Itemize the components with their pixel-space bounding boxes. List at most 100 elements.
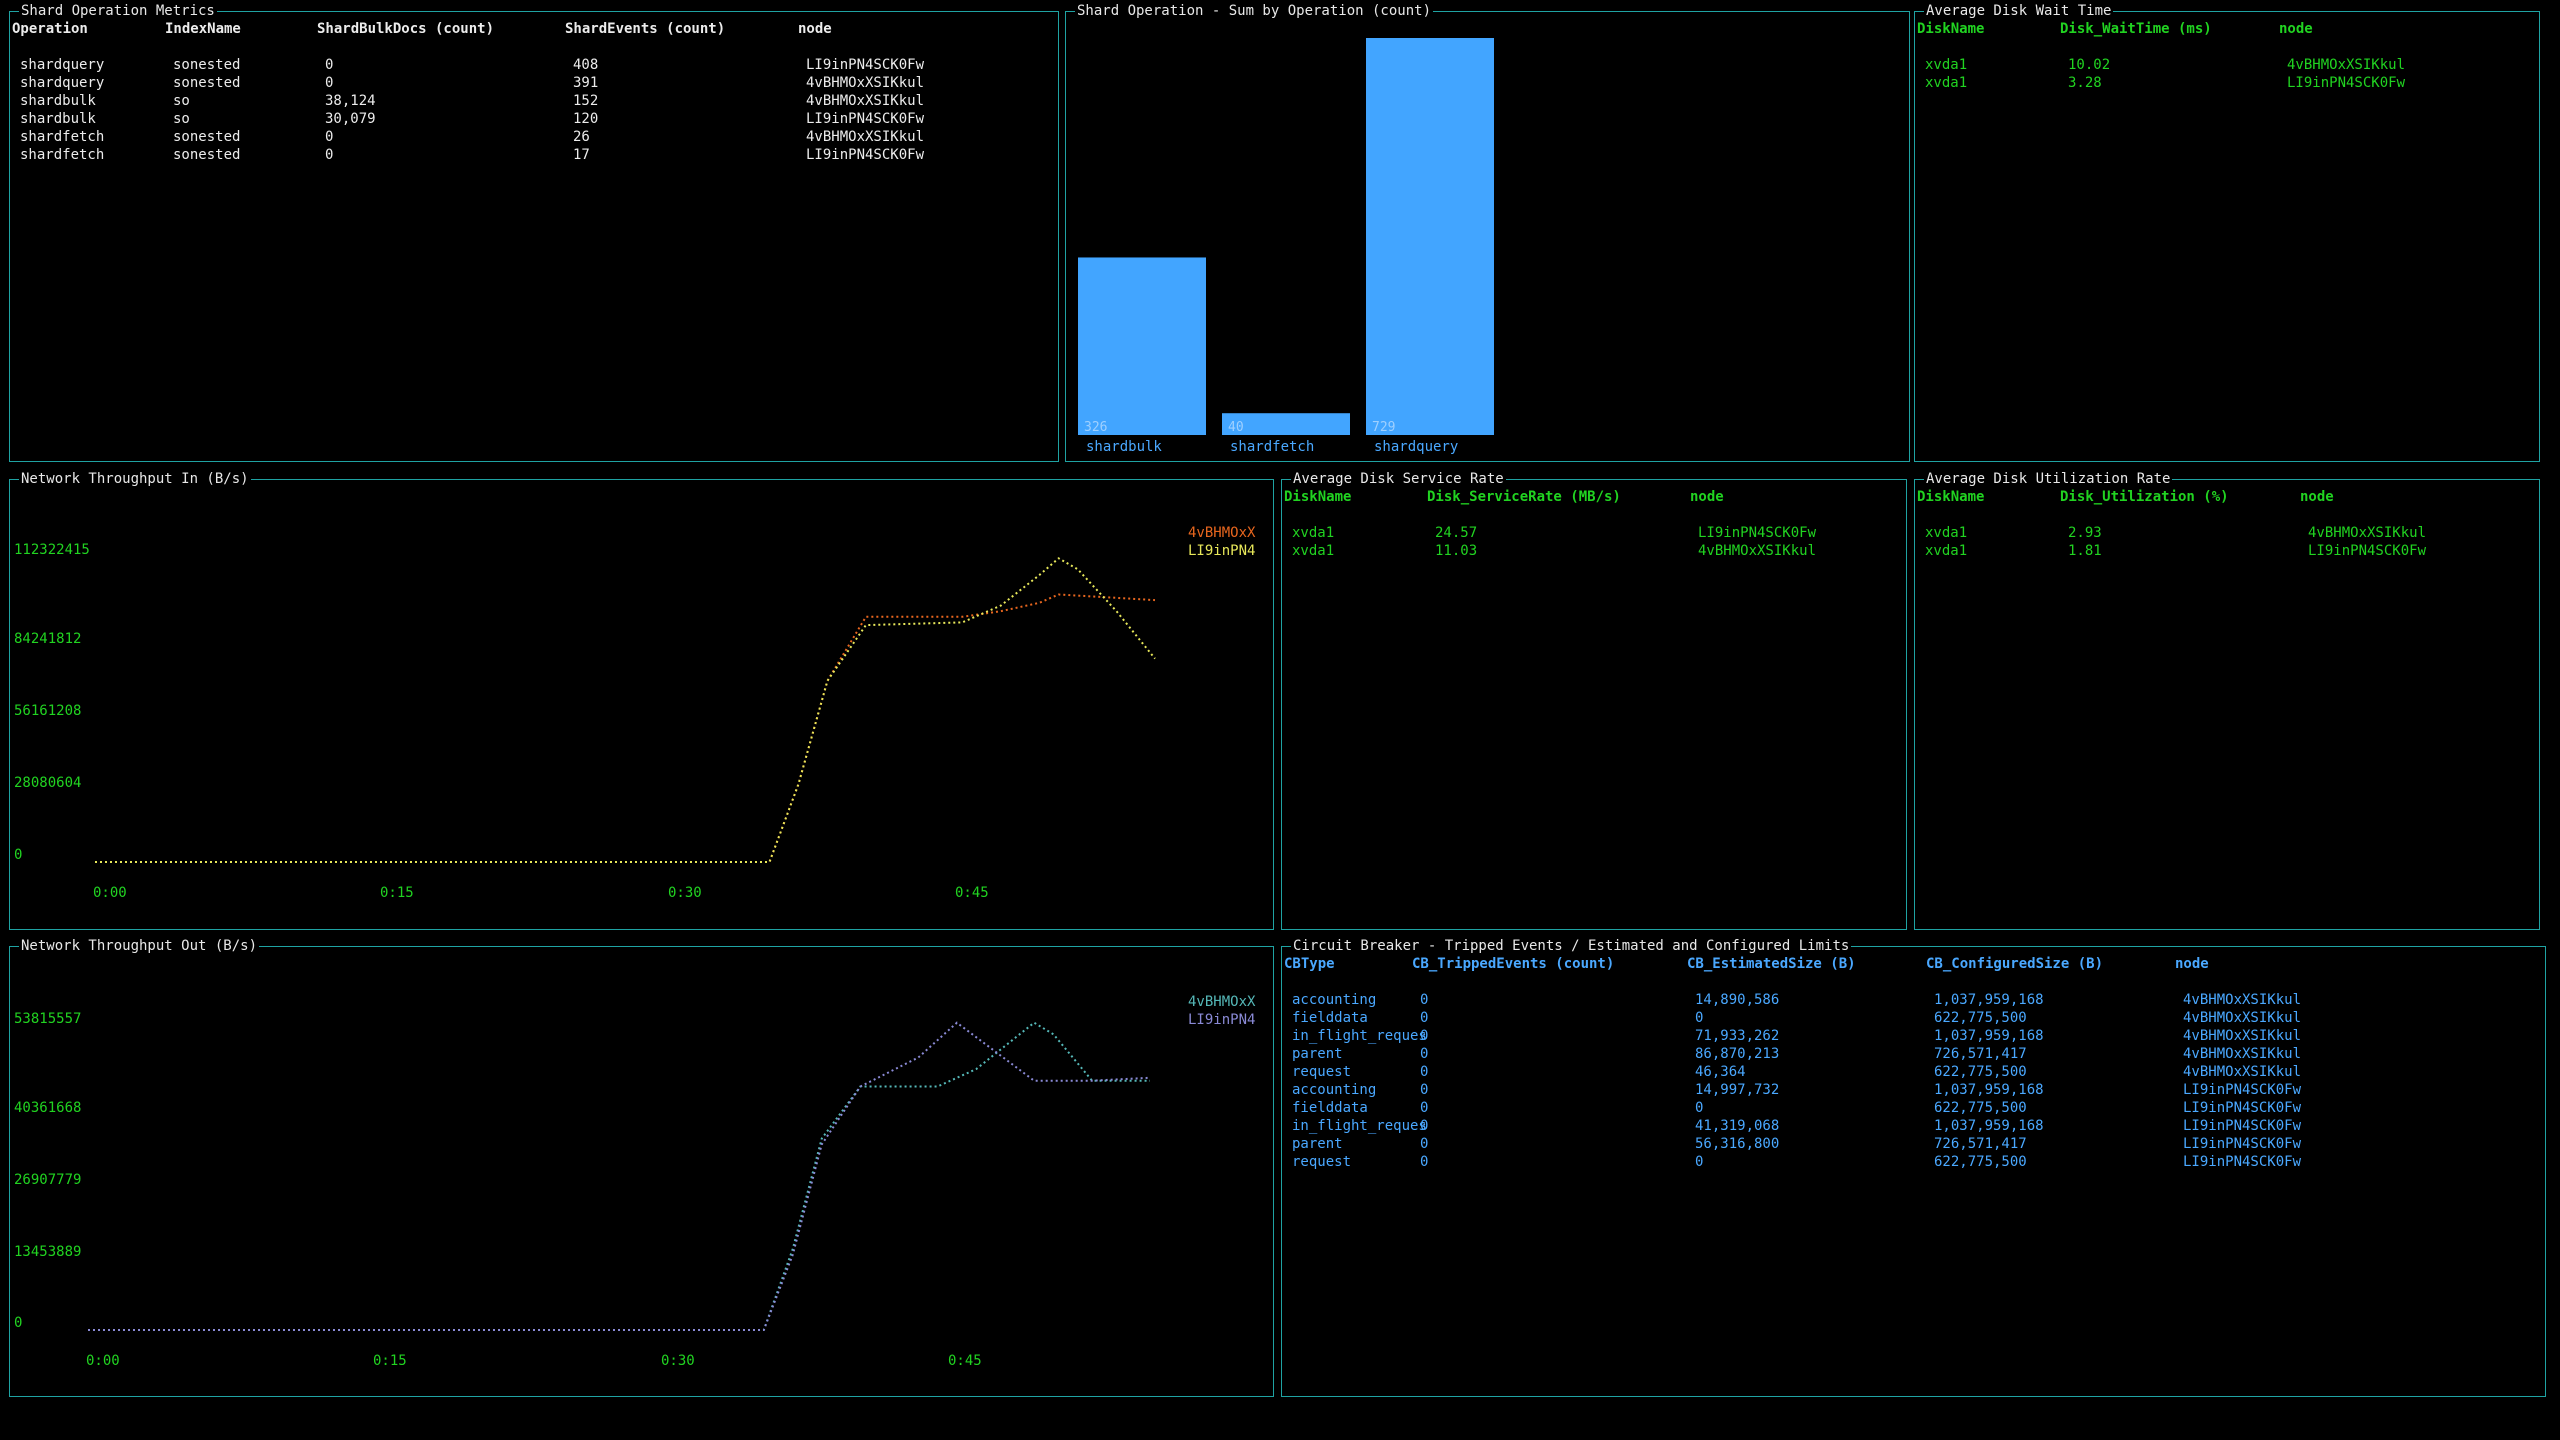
bar-shardfetch	[1222, 413, 1350, 435]
table-cell: 1,037,959,168	[1934, 992, 2044, 1008]
table-cell: 71,933,262	[1695, 1028, 1780, 1044]
table-cell: so	[173, 93, 190, 109]
panel-title: Network Throughput Out (B/s)	[19, 937, 260, 955]
bar-category-label: shardbulk	[1086, 439, 1162, 455]
table-cell: 120	[573, 111, 599, 127]
panel-title: Shard Operation - Sum by Operation (coun…	[1075, 2, 1434, 20]
shard-sum-bar-chart: 326 shardbulk 40 shardfetch 729 shardquery	[1078, 38, 1494, 455]
table-cell: shardquery	[20, 75, 105, 91]
table-cell: parent	[1292, 1046, 1343, 1062]
table-cell: 4vBHMOxXSIKkul	[806, 75, 925, 91]
table-cell: xvda1	[1925, 543, 1968, 559]
column-header: node	[2279, 21, 2313, 37]
panel-title: Network Throughput In (B/s)	[19, 470, 251, 488]
x-tick-label: 0:45	[948, 1353, 982, 1369]
panel-title: Circuit Breaker - Tripped Events / Estim…	[1291, 937, 1852, 955]
column-header: DiskName	[1284, 489, 1352, 505]
table-cell: accounting	[1292, 1082, 1377, 1098]
bar-value-label: 729	[1372, 420, 1395, 435]
table-cell: 0	[1420, 1136, 1429, 1152]
table-cell: 0	[1420, 1118, 1429, 1134]
table-cell: 0	[325, 129, 334, 145]
table-cell: xvda1	[1925, 525, 1968, 541]
y-tick-label: 56161208	[14, 703, 81, 719]
table-cell: 4vBHMOxXSIKkul	[806, 93, 925, 109]
table-cell: 0	[1420, 1028, 1429, 1044]
table-cell: LI9inPN4SCK0Fw	[1698, 525, 1817, 541]
x-tick-label: 0:30	[661, 1353, 695, 1369]
panel-title: Shard Operation Metrics	[19, 2, 217, 20]
table-cell: 4vBHMOxXSIKkul	[2287, 57, 2406, 73]
disk-wait-table: DiskName Disk_WaitTime (ms) node xvda1 10.02…	[1915, 12, 2539, 461]
bar-value-label: 40	[1228, 420, 1244, 435]
table-cell: 0	[325, 147, 334, 163]
table-cell: LI9inPN4SCK0Fw	[2308, 543, 2427, 559]
column-header: Disk_ServiceRate (MB/s)	[1427, 489, 1621, 505]
y-tick-label: 13453889	[14, 1244, 81, 1260]
table-cell: 17	[573, 147, 590, 163]
network-out-line-chart: 53815557 40361668 26907779 13453889 0 0:00 0:1…	[14, 994, 1256, 1369]
panel-title: Average Disk Wait Time	[1924, 2, 2114, 20]
table-cell: xvda1	[1292, 543, 1335, 559]
table-cell: sonested	[173, 129, 241, 145]
table-cell: so	[173, 111, 190, 127]
table-cell: 3.28	[2068, 75, 2102, 91]
table-cell: 14,997,732	[1695, 1082, 1780, 1098]
column-header: IndexName	[165, 21, 241, 37]
table-cell: shardbulk	[20, 111, 96, 127]
table-cell: 0	[1420, 1010, 1429, 1026]
table-cell: 4vBHMOxXSIKkul	[2183, 1028, 2302, 1044]
table-cell: 1,037,959,168	[1934, 1082, 2044, 1098]
table-cell: LI9inPN4SCK0Fw	[2183, 1100, 2302, 1116]
table-cell: LI9inPN4SCK0Fw	[2183, 1082, 2302, 1098]
column-header: ShardEvents (count)	[565, 21, 726, 37]
table-cell: 38,124	[325, 93, 376, 109]
disk-utilization-panel: Average Disk Utilization Rate DiskName Di…	[1914, 470, 2540, 930]
table-cell: 0	[1420, 1082, 1429, 1098]
table-cell: 4vBHMOxXSIKkul	[2183, 1046, 2302, 1062]
table-cell: request	[1292, 1154, 1352, 1170]
table-cell: 4vBHMOxXSIKkul	[2183, 1010, 2302, 1026]
disk-service-table: DiskName Disk_ServiceRate (MB/s) node xvda1…	[1282, 480, 1906, 929]
table-cell: 0	[1695, 1154, 1704, 1170]
y-tick-label: 112322415	[14, 542, 90, 558]
x-tick-label: 0:00	[93, 885, 127, 901]
table-cell: 152	[573, 93, 599, 109]
table-cell: accounting	[1292, 992, 1377, 1008]
table-cell: 4vBHMOxXSIKkul	[2183, 992, 2302, 1008]
table-cell: fielddata	[1292, 1100, 1368, 1116]
table-cell: shardfetch	[20, 129, 105, 145]
table-cell: LI9inPN4SCK0Fw	[2183, 1136, 2302, 1152]
panel-title: Average Disk Utilization Rate	[1924, 470, 2173, 488]
legend-entry: LI9inPN4	[1188, 1012, 1255, 1028]
table-cell: 1,037,959,168	[1934, 1028, 2044, 1044]
table-cell: LI9inPN4SCK0Fw	[806, 147, 925, 163]
table-cell: xvda1	[1292, 525, 1335, 541]
series-line-LI9inPN4	[95, 557, 1156, 863]
table-cell: 46,364	[1695, 1064, 1746, 1080]
table-cell: 622,775,500	[1934, 1154, 2027, 1170]
table-cell: shardbulk	[20, 93, 96, 109]
circuit-breaker-panel: Circuit Breaker - Tripped Events / Estim…	[1281, 937, 2546, 1397]
table-cell: 726,571,417	[1934, 1046, 2027, 1062]
bar-shardquery	[1366, 38, 1494, 435]
series-line-4vBHMOxX	[88, 1021, 1150, 1331]
table-cell: 4vBHMOxXSIKkul	[806, 129, 925, 145]
column-header: ShardBulkDocs (count)	[317, 21, 495, 37]
column-header: node	[798, 21, 832, 37]
x-tick-label: 0:15	[380, 885, 414, 901]
series-line-LI9inPN4	[88, 1021, 1151, 1331]
table-cell: 11.03	[1435, 543, 1478, 559]
column-header: node	[2300, 489, 2334, 505]
table-cell: 0	[1420, 1100, 1429, 1116]
x-tick-label: 0:00	[86, 1353, 120, 1369]
table-cell: LI9inPN4SCK0Fw	[806, 57, 925, 73]
table-cell: sonested	[173, 57, 241, 73]
column-header: CBType	[1284, 956, 1335, 972]
column-header: Disk_WaitTime (ms)	[2060, 21, 2212, 37]
table-cell: 622,775,500	[1934, 1010, 2027, 1026]
table-cell: 86,870,213	[1695, 1046, 1780, 1062]
table-cell: parent	[1292, 1136, 1343, 1152]
table-cell: 0	[1695, 1100, 1704, 1116]
column-header: node	[2175, 956, 2209, 972]
